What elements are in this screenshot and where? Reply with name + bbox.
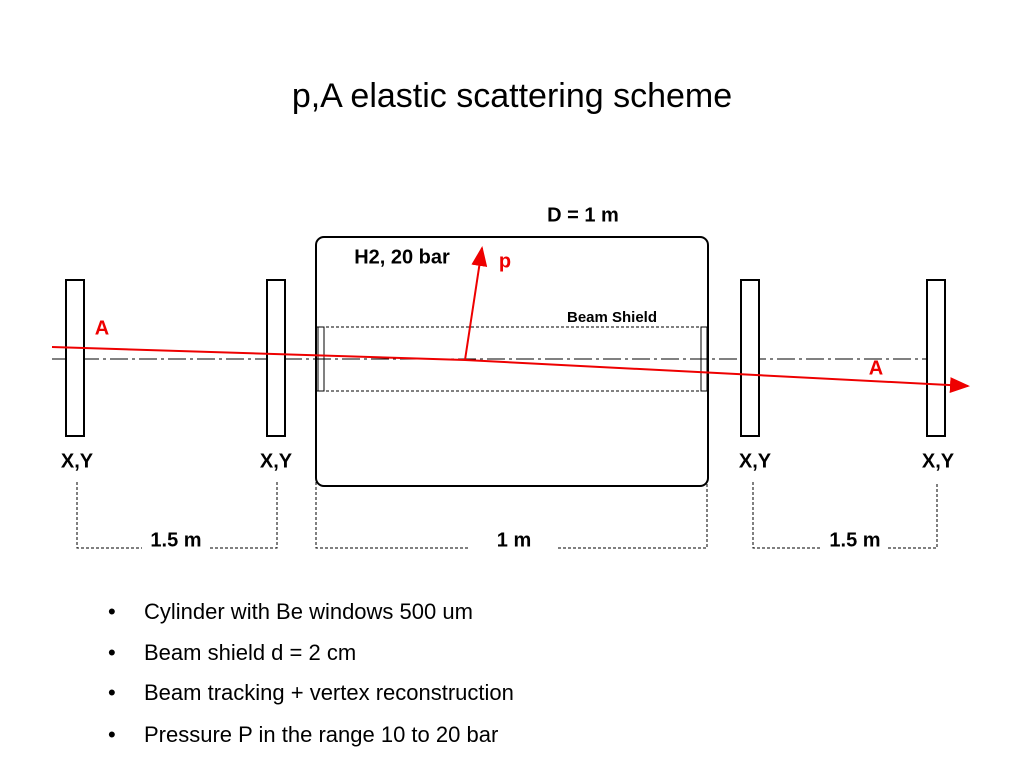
detector-label: X,Y bbox=[922, 450, 955, 472]
distance-label: 1.5 m bbox=[829, 529, 880, 551]
detector bbox=[65, 279, 85, 437]
length-label: D = 1 m bbox=[547, 204, 619, 226]
bullet-mark: • bbox=[108, 640, 116, 665]
shield-label: Beam Shield bbox=[567, 309, 657, 326]
gas-label: H2, 20 bar bbox=[354, 246, 450, 268]
detector bbox=[740, 279, 760, 437]
beam-label: A bbox=[869, 357, 883, 379]
proton-label: p bbox=[499, 250, 511, 272]
distance-label: 1 m bbox=[497, 529, 531, 551]
proton-track bbox=[464, 246, 488, 361]
bullet-text: Pressure P in the range 10 to 20 bar bbox=[144, 722, 498, 747]
bullet-text: Beam shield d = 2 cm bbox=[144, 640, 356, 665]
beam-track bbox=[51, 346, 970, 394]
bullet-mark: • bbox=[108, 599, 116, 624]
bullet-list: • Cylinder with Be windows 500 um • Beam… bbox=[108, 599, 514, 747]
detector-label: X,Y bbox=[260, 450, 293, 472]
bullet-mark: • bbox=[108, 680, 116, 705]
bullet-text: Cylinder with Be windows 500 um bbox=[144, 599, 473, 624]
detector-label: X,Y bbox=[739, 450, 772, 472]
detector bbox=[266, 279, 286, 437]
bullet-mark: • bbox=[108, 722, 116, 747]
beam-label: A bbox=[95, 317, 109, 339]
dimensions bbox=[76, 482, 938, 549]
slide-title: p,A elastic scattering scheme bbox=[292, 77, 732, 115]
detector-label: X,Y bbox=[61, 450, 94, 472]
bullet-text: Beam tracking + vertex reconstruction bbox=[144, 680, 514, 705]
cylinder bbox=[315, 236, 709, 487]
detector bbox=[926, 279, 946, 437]
distance-label: 1.5 m bbox=[150, 529, 201, 551]
